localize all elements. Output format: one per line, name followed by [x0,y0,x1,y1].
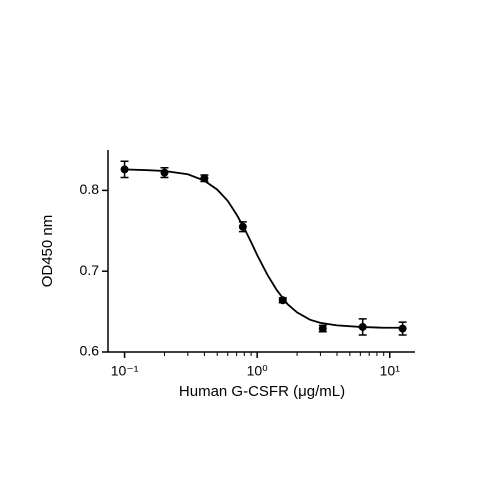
x-tick-label: 10⁻¹ [111,363,139,379]
data-point [358,322,367,331]
y-tick-label: 0.8 [80,181,100,197]
data-point [238,222,247,231]
data-point [398,324,407,333]
x-tick-label: 10¹ [380,363,401,379]
y-tick-label: 0.6 [80,343,100,359]
data-point [120,165,129,174]
y-axis-label: OD450 nm [39,215,56,288]
x-axis-label: Human G-CSFR (μg/mL) [179,383,345,400]
data-point [160,168,169,177]
fit-curve [124,168,403,329]
x-tick-label: 10⁰ [247,363,269,379]
y-tick-label: 0.7 [80,262,100,278]
data-point [278,296,287,305]
data-point [200,174,209,183]
data-point [318,324,327,333]
